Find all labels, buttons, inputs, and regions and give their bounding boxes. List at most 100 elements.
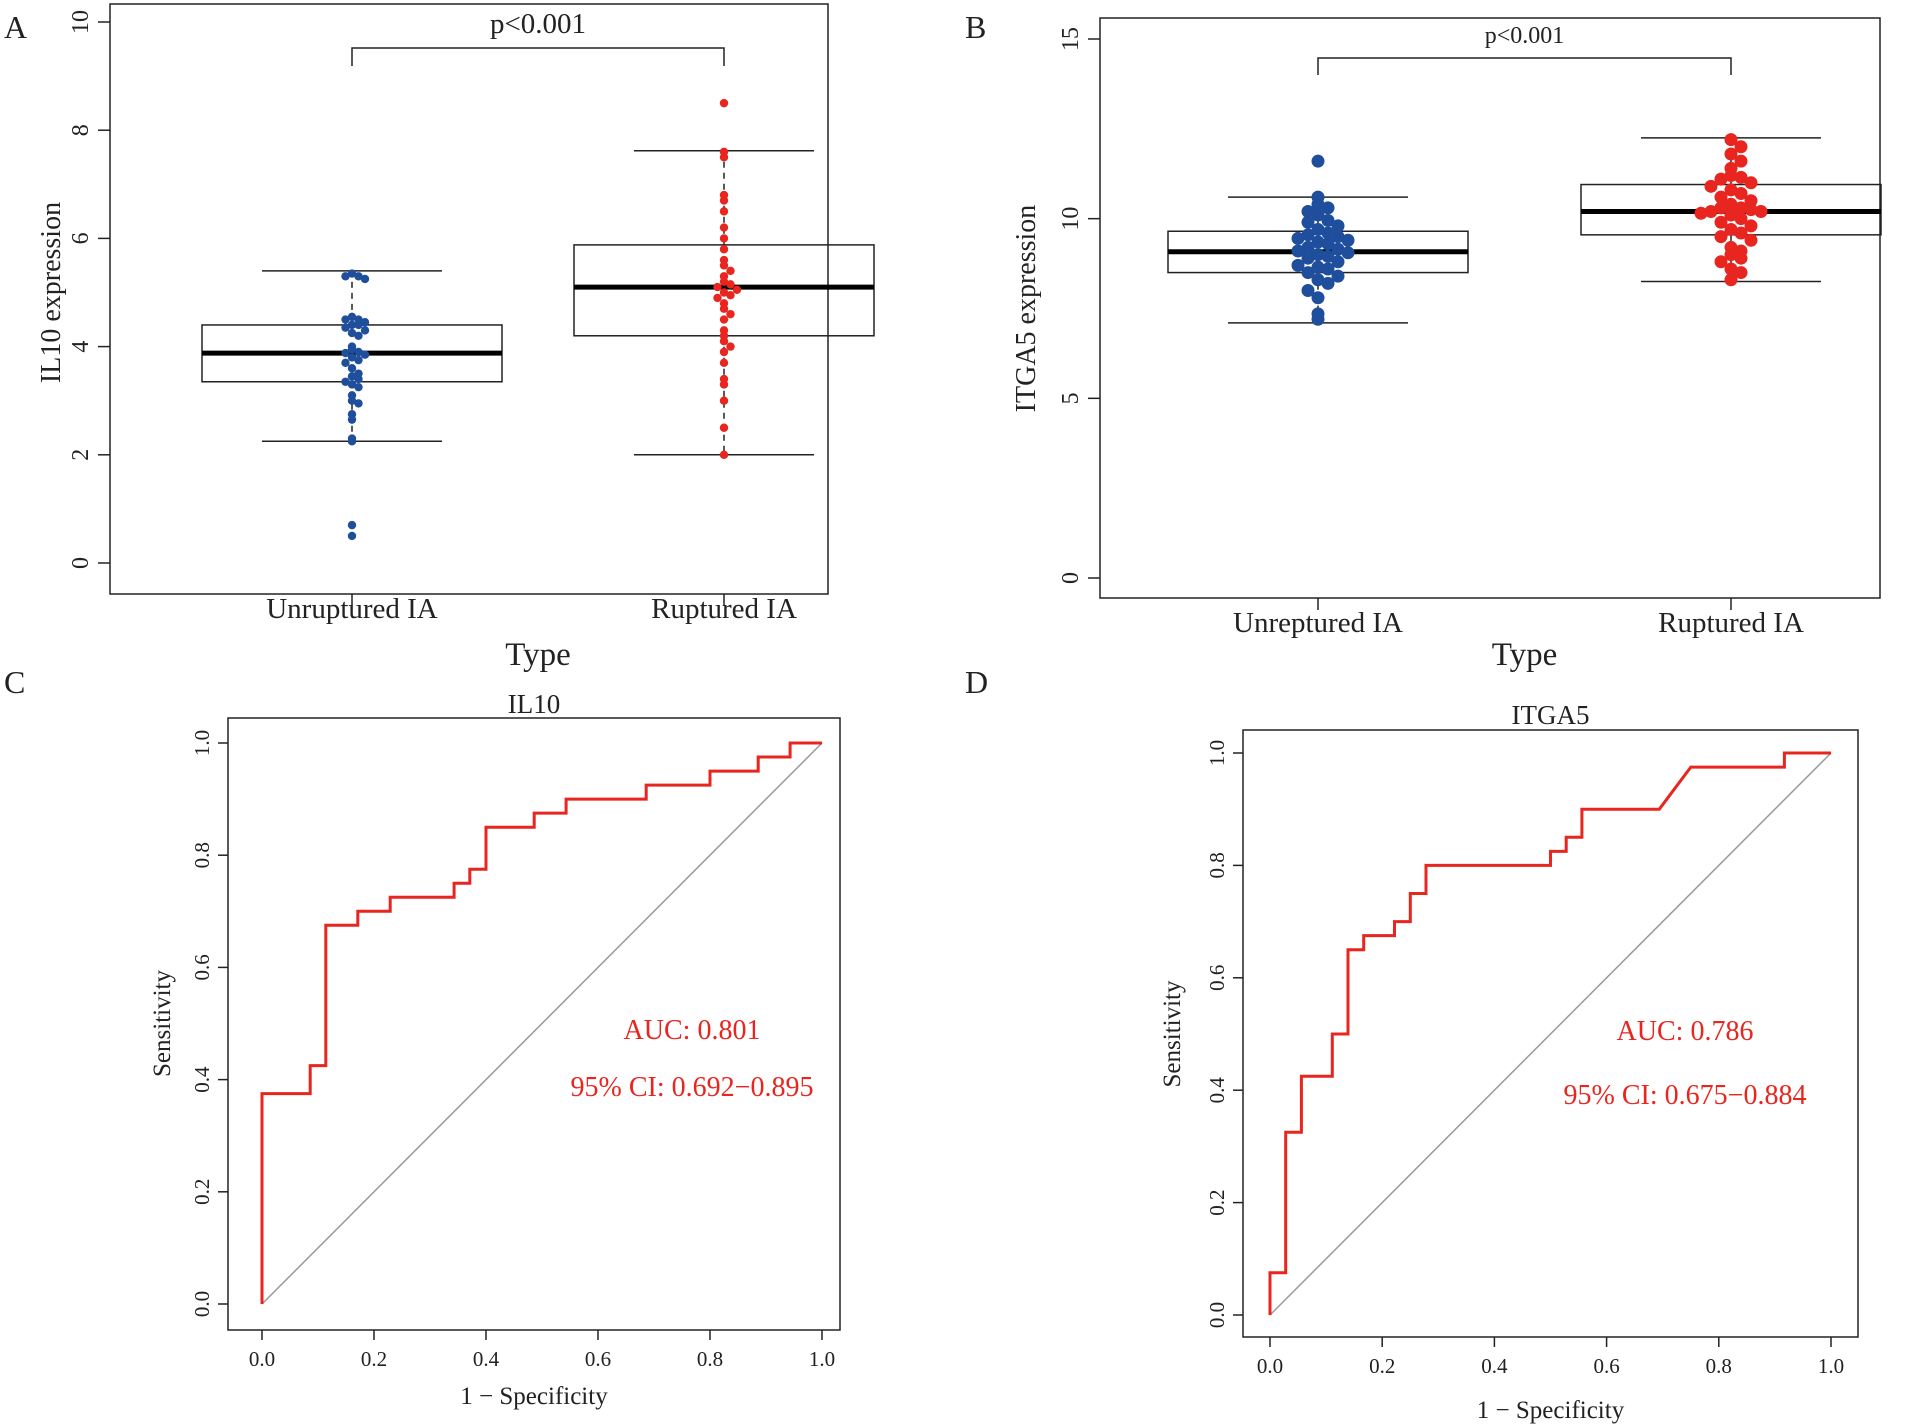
data-point xyxy=(1321,226,1335,240)
data-point xyxy=(360,274,370,284)
data-point xyxy=(1301,266,1315,280)
y-tick-label: 15 xyxy=(1058,27,1084,51)
data-point xyxy=(1714,230,1728,244)
x-tick-label: 1.0 xyxy=(809,1347,835,1371)
data-point xyxy=(1291,258,1305,272)
data-point xyxy=(1714,172,1728,186)
plot-frame xyxy=(227,717,841,1331)
y-tick-label: 0.0 xyxy=(190,1291,214,1317)
data-point xyxy=(719,380,729,389)
chart-title: ITGA5 xyxy=(1512,700,1590,730)
data-point xyxy=(1311,312,1325,326)
data-point xyxy=(1714,215,1728,229)
data-point xyxy=(347,328,357,338)
data-point xyxy=(726,309,735,319)
reference-diagonal xyxy=(261,742,823,1305)
data-point xyxy=(1734,140,1748,154)
data-point xyxy=(1321,201,1335,215)
data-point xyxy=(719,450,729,459)
data-point xyxy=(1301,240,1315,254)
data-point xyxy=(719,336,729,346)
reference-diagonal xyxy=(1269,752,1832,1316)
data-point xyxy=(1734,170,1748,184)
x-tick-label: 0.2 xyxy=(361,1347,387,1371)
y-axis-label: ITGA5 expression xyxy=(1011,205,1042,413)
x-tick-label: 0.6 xyxy=(585,1347,611,1371)
data-point xyxy=(347,396,357,405)
data-point xyxy=(1301,251,1315,265)
data-point xyxy=(354,320,363,330)
data-point xyxy=(347,437,357,446)
data-point xyxy=(1311,248,1325,262)
data-point xyxy=(719,277,729,286)
y-axis-label: IL10 expression xyxy=(36,202,67,383)
data-point xyxy=(1311,154,1325,168)
data-point xyxy=(347,531,357,541)
data-point xyxy=(719,261,729,270)
data-point xyxy=(341,272,350,281)
data-point xyxy=(1331,242,1345,256)
data-point xyxy=(1734,187,1748,201)
data-point xyxy=(1311,197,1325,211)
data-point xyxy=(1331,255,1345,269)
data-point xyxy=(726,342,735,351)
category-label: Unruptured IA xyxy=(266,593,438,625)
x-axis-label: 1 − Specificity xyxy=(460,1383,608,1410)
data-point xyxy=(726,291,735,300)
data-point xyxy=(1724,133,1738,147)
data-point xyxy=(1744,203,1758,217)
data-point xyxy=(1311,260,1325,274)
data-point xyxy=(719,288,729,297)
data-point xyxy=(1301,284,1315,298)
y-tick-label: 8 xyxy=(68,124,94,136)
data-point xyxy=(1724,222,1738,236)
data-point xyxy=(1331,219,1345,233)
data-point xyxy=(1744,194,1758,208)
data-point xyxy=(719,315,729,324)
data-point xyxy=(1704,204,1718,218)
data-point xyxy=(1321,213,1335,227)
data-point xyxy=(1724,273,1738,287)
data-point xyxy=(1714,255,1728,269)
x-tick-label: 0.6 xyxy=(1593,1354,1619,1378)
category-label: Ruptured IA xyxy=(651,593,797,625)
x-tick-label: 0.8 xyxy=(697,1347,723,1371)
data-point xyxy=(341,323,350,332)
data-point xyxy=(1291,231,1305,245)
data-point xyxy=(354,399,363,408)
data-point xyxy=(1734,251,1748,265)
data-point xyxy=(347,353,357,362)
data-point xyxy=(719,245,729,254)
data-point xyxy=(1321,237,1335,251)
significance-bracket xyxy=(351,47,725,66)
data-point xyxy=(341,348,350,358)
data-point xyxy=(347,520,357,530)
data-point xyxy=(1734,212,1748,226)
plot-frame xyxy=(1242,729,1859,1338)
y-tick-label: 0.2 xyxy=(190,1179,214,1205)
data-point xyxy=(354,382,363,392)
auc-label: AUC: 0.801 xyxy=(624,1015,761,1046)
data-point xyxy=(1311,235,1325,249)
data-point xyxy=(341,358,350,368)
data-point xyxy=(719,396,729,405)
data-point xyxy=(1301,204,1315,218)
data-point xyxy=(347,364,357,373)
data-point xyxy=(1754,204,1768,218)
data-point xyxy=(719,196,729,205)
y-tick-label: 1.0 xyxy=(1205,740,1229,766)
data-point xyxy=(1724,262,1738,276)
panel-label-d: D xyxy=(965,664,988,700)
data-point xyxy=(360,326,370,335)
y-tick-label: 0.6 xyxy=(1205,965,1229,991)
data-point xyxy=(1291,244,1305,258)
data-point xyxy=(719,223,729,232)
panel-label-a: A xyxy=(4,9,27,45)
data-point xyxy=(719,347,729,357)
data-point xyxy=(1724,248,1738,262)
data-point xyxy=(347,345,357,354)
ci-label: 95% CI: 0.675−0.884 xyxy=(1564,1080,1807,1111)
chart-title: IL10 xyxy=(508,689,560,719)
data-point xyxy=(1734,226,1748,240)
